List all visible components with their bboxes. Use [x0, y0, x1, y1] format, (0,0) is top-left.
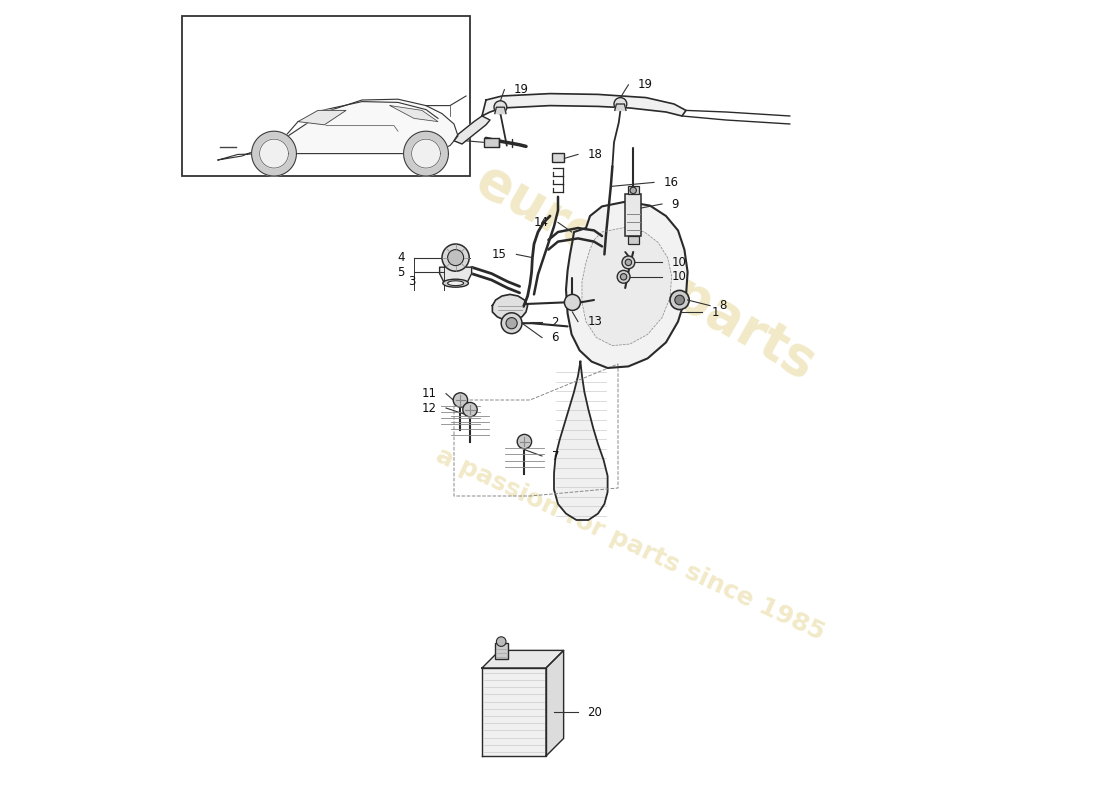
- Polygon shape: [495, 107, 506, 114]
- Text: 12: 12: [421, 402, 437, 414]
- Polygon shape: [482, 650, 563, 668]
- Bar: [495, 643, 507, 659]
- Polygon shape: [454, 116, 490, 144]
- Polygon shape: [566, 202, 688, 368]
- Text: 14: 14: [534, 216, 549, 229]
- Ellipse shape: [443, 279, 469, 287]
- Text: 5: 5: [397, 266, 405, 278]
- Polygon shape: [218, 99, 458, 160]
- Polygon shape: [482, 668, 546, 756]
- Circle shape: [448, 250, 463, 266]
- Polygon shape: [493, 294, 528, 320]
- Circle shape: [506, 318, 517, 329]
- Text: 9: 9: [672, 198, 679, 210]
- Polygon shape: [440, 267, 472, 282]
- Text: 6: 6: [551, 331, 559, 344]
- Circle shape: [442, 244, 470, 271]
- Circle shape: [496, 637, 506, 646]
- Circle shape: [620, 274, 627, 280]
- Bar: [182, 16, 470, 176]
- Polygon shape: [411, 139, 440, 168]
- Polygon shape: [404, 131, 449, 176]
- Circle shape: [674, 295, 684, 305]
- Text: 18: 18: [587, 148, 603, 161]
- Text: 11: 11: [421, 387, 437, 400]
- Polygon shape: [252, 131, 296, 176]
- Text: 7: 7: [551, 450, 559, 462]
- Circle shape: [494, 101, 507, 114]
- Text: 19: 19: [638, 78, 653, 91]
- Circle shape: [625, 259, 631, 266]
- Bar: [628, 236, 639, 244]
- Text: 20: 20: [587, 706, 603, 718]
- Polygon shape: [554, 362, 607, 520]
- Circle shape: [517, 434, 531, 449]
- Circle shape: [630, 187, 637, 194]
- Text: 8: 8: [719, 299, 727, 312]
- Circle shape: [614, 98, 627, 110]
- Circle shape: [670, 290, 690, 310]
- Text: 3: 3: [408, 275, 416, 288]
- Text: 10: 10: [672, 256, 686, 269]
- Circle shape: [463, 402, 477, 417]
- Polygon shape: [482, 94, 686, 116]
- Circle shape: [564, 294, 581, 310]
- Text: 17: 17: [441, 134, 456, 147]
- Polygon shape: [615, 104, 626, 110]
- Circle shape: [617, 270, 630, 283]
- Text: 19: 19: [514, 83, 529, 96]
- Ellipse shape: [448, 281, 463, 286]
- Circle shape: [502, 313, 522, 334]
- Circle shape: [621, 256, 635, 269]
- Bar: [628, 186, 639, 194]
- Text: 15: 15: [492, 248, 507, 261]
- Circle shape: [453, 393, 468, 407]
- Bar: [551, 153, 564, 162]
- Bar: [484, 138, 498, 147]
- Polygon shape: [298, 110, 346, 125]
- Text: 2: 2: [551, 316, 559, 329]
- Text: a passion for parts since 1985: a passion for parts since 1985: [432, 443, 828, 645]
- Polygon shape: [260, 139, 288, 168]
- Polygon shape: [390, 106, 438, 122]
- Text: 4: 4: [397, 251, 405, 264]
- Text: 16: 16: [663, 176, 679, 189]
- Text: 13: 13: [587, 315, 603, 328]
- Bar: [625, 194, 641, 236]
- Text: eurocarparts: eurocarparts: [466, 154, 825, 390]
- Text: 10: 10: [672, 270, 686, 283]
- Polygon shape: [582, 227, 672, 346]
- Text: 1: 1: [712, 306, 719, 318]
- Polygon shape: [546, 650, 563, 756]
